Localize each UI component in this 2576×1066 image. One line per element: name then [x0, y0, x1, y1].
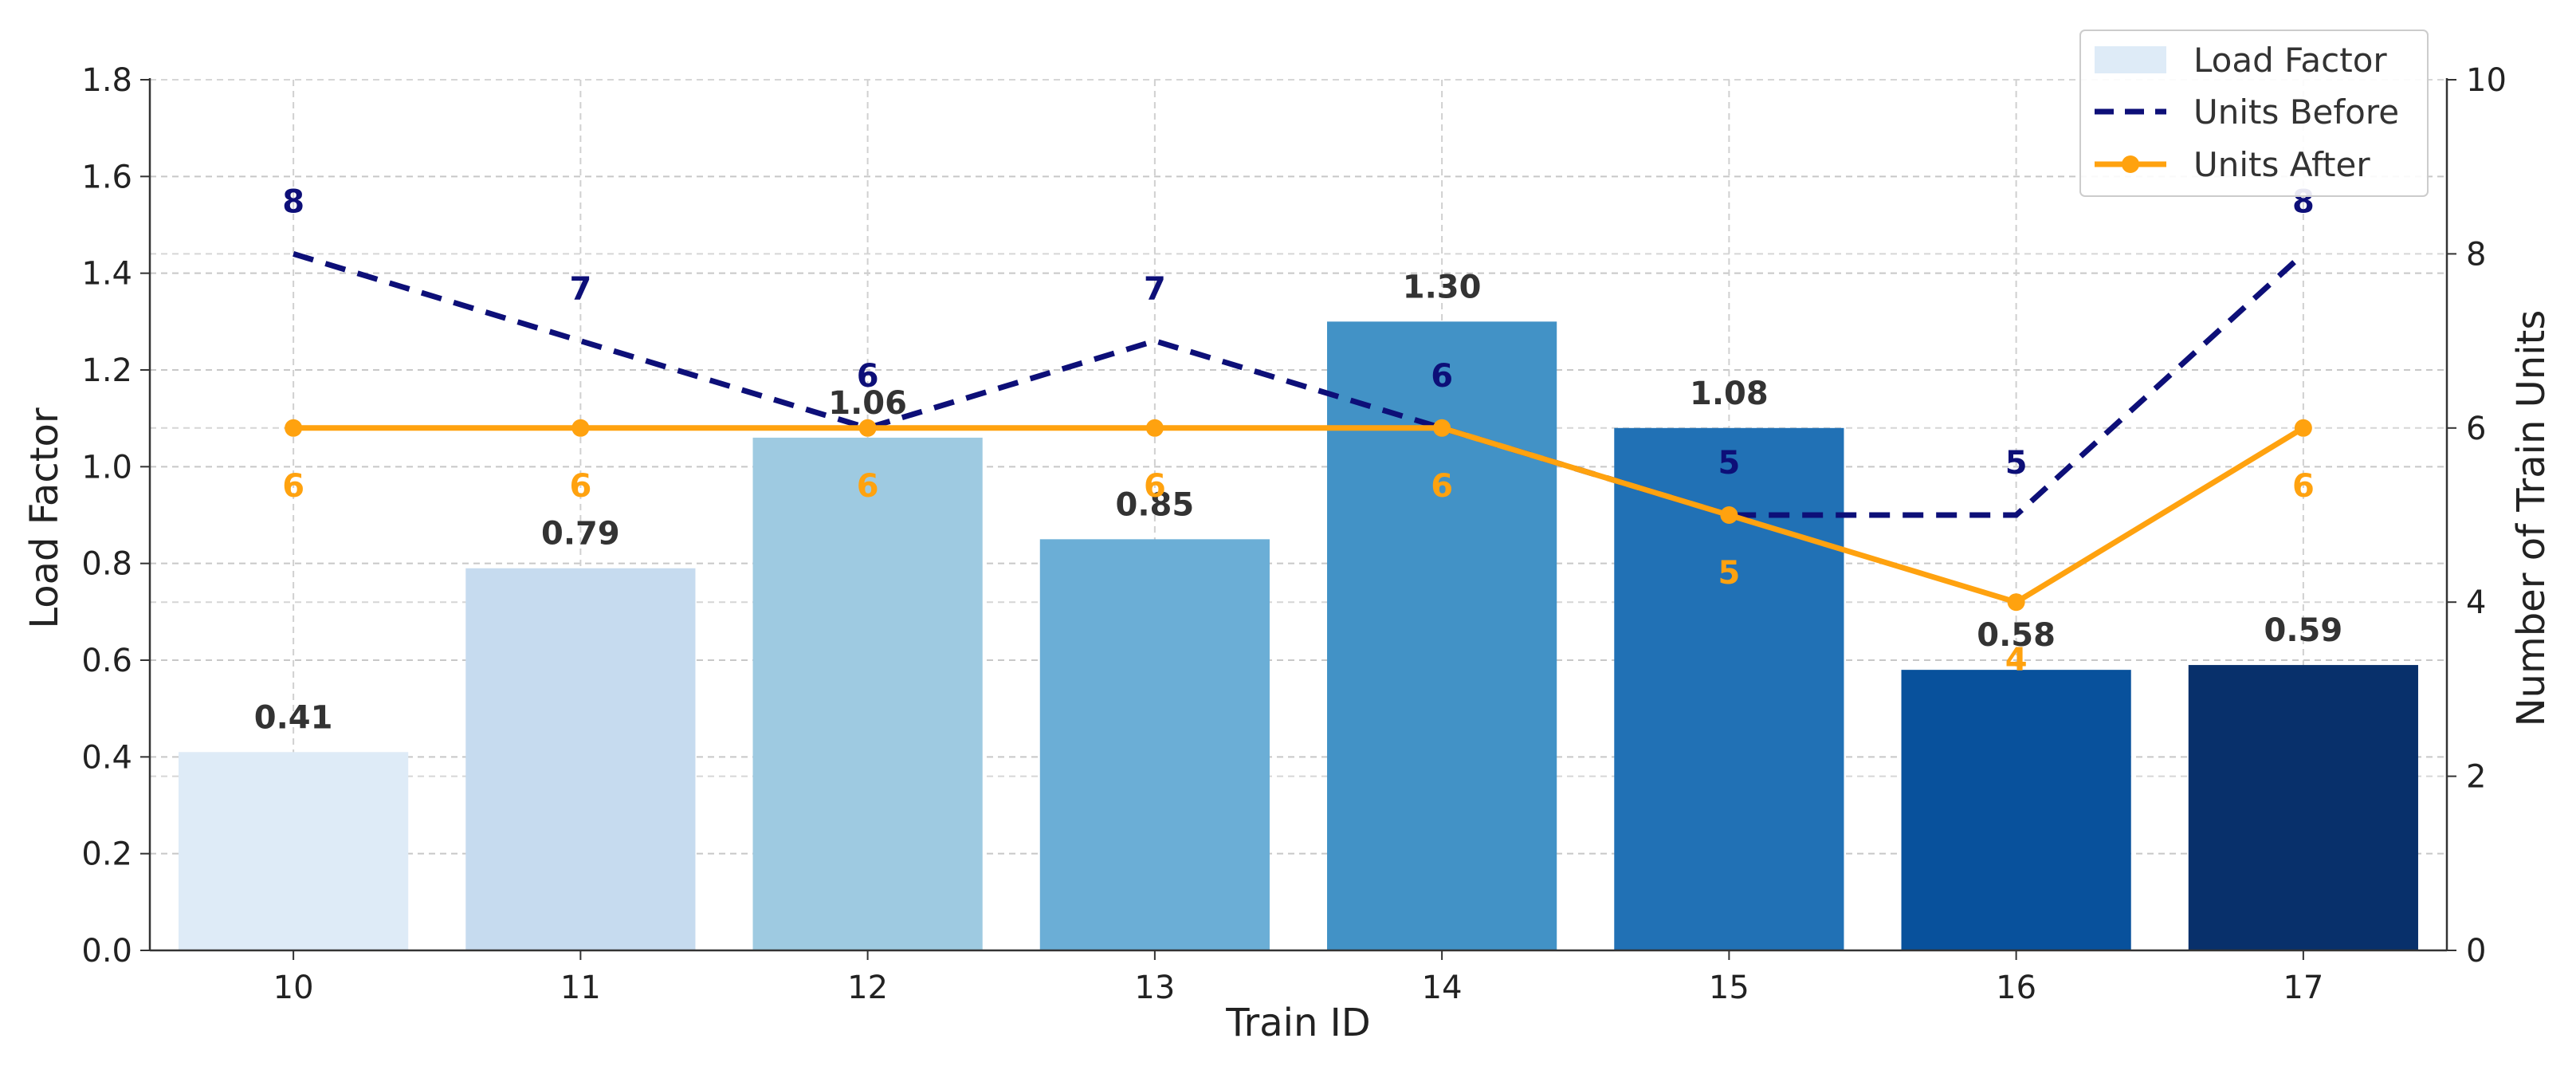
- bar-value-label: 0.58: [1977, 617, 2056, 654]
- x-tick-label: 12: [847, 970, 888, 1006]
- y2-tick-label: 0: [2466, 933, 2486, 970]
- x-axis-label: Train ID: [1225, 1001, 1371, 1045]
- marker-units-after: [858, 419, 877, 437]
- y-tick-label: 1.8: [81, 62, 132, 99]
- bar: [1901, 670, 2131, 950]
- legend-label-load-factor: Load Factor: [2193, 41, 2387, 80]
- units-after-label: 6: [1431, 468, 1453, 505]
- y-tick-label: 0.2: [81, 836, 132, 873]
- units-before-label: 8: [282, 183, 304, 220]
- units-before-label: 5: [2005, 445, 2028, 482]
- legend-label-units-before: Units Before: [2193, 92, 2399, 132]
- lines: [285, 251, 2312, 612]
- marker-units-after: [1433, 419, 1451, 437]
- y-tick-label: 0.8: [81, 546, 132, 583]
- x-tick-label: 10: [273, 970, 314, 1006]
- marker-units-after: [571, 419, 590, 437]
- y2-tick-label: 8: [2466, 236, 2486, 273]
- y2-tick-label: 2: [2466, 759, 2486, 796]
- marker-units-after: [1145, 419, 1164, 437]
- y-tick-label: 1.2: [81, 352, 132, 389]
- legend-box: [2079, 30, 2429, 197]
- axes: 0.0 0.2 0.4 0.6 0.8 1.0 1.2 1.4 1.6 1.8 0 2 4 6 8 10 10 1…: [81, 62, 2507, 1006]
- units-after-label: 6: [2292, 468, 2315, 505]
- x-tick-label: 15: [1709, 970, 1749, 1006]
- bar: [1327, 321, 1557, 950]
- x-tick-label: 11: [560, 970, 601, 1006]
- marker-units-after: [1720, 506, 1738, 524]
- bar: [2188, 665, 2418, 950]
- bar-value-label: 0.41: [254, 699, 333, 736]
- bar-value-label: 1.30: [1403, 269, 1482, 305]
- units-after-label: 6: [569, 468, 591, 505]
- y-tick-label: 0.6: [81, 643, 132, 679]
- line-units-before: [293, 251, 2306, 518]
- y2-tick-label: 6: [2466, 411, 2486, 447]
- y-tick-label: 1.0: [81, 449, 132, 486]
- legend-label-units-after: Units After: [2193, 145, 2370, 184]
- legend: Load Factor Units Before Units After: [2079, 30, 2429, 197]
- y2-tick-label: 4: [2466, 584, 2486, 621]
- bar-value-label: 1.06: [828, 385, 907, 422]
- units-after-label: 5: [1718, 555, 1740, 592]
- line-units-after: [293, 425, 2305, 606]
- y-axis-label: Load Factor: [22, 407, 67, 629]
- units-after-label: 4: [2005, 642, 2028, 679]
- bar-value-label: 0.79: [541, 516, 620, 553]
- x-tick-label: 13: [1134, 970, 1175, 1006]
- units-before-label: 5: [1718, 445, 1740, 482]
- units-after-label: 6: [1144, 468, 1166, 505]
- marker-units-after: [2007, 593, 2025, 612]
- units-after-label: 6: [282, 468, 304, 505]
- y2-tick-label: 10: [2466, 62, 2507, 99]
- y-tick-label: 1.4: [81, 256, 132, 293]
- bar: [465, 568, 696, 950]
- marker-units-after: [2294, 419, 2312, 437]
- y-tick-label: 1.6: [81, 159, 132, 195]
- bar: [179, 752, 409, 950]
- x-tick-label: 17: [2283, 970, 2323, 1006]
- bar-value-label: 0.85: [1116, 486, 1195, 523]
- units-before-label: 7: [1144, 271, 1166, 308]
- legend-marker-units-after: [2122, 155, 2139, 173]
- bar: [752, 437, 983, 950]
- y-tick-label: 0.0: [81, 933, 132, 970]
- y-tick-label: 0.4: [81, 739, 132, 776]
- bars: [179, 321, 2418, 950]
- x-tick-label: 14: [1422, 970, 1463, 1006]
- legend-swatch-load-factor: [2095, 46, 2166, 73]
- bar-value-label: 1.08: [1690, 376, 1769, 412]
- bar: [1039, 539, 1270, 950]
- marker-units-after: [285, 419, 303, 437]
- units-before-label: 7: [569, 271, 591, 308]
- units-before-label: 6: [1431, 358, 1453, 395]
- units-after-label: 6: [857, 468, 879, 505]
- bar-value-label: 0.59: [2264, 612, 2343, 649]
- y2-axis-label: Number of Train Units: [2509, 310, 2554, 727]
- x-tick-label: 16: [1996, 970, 2036, 1006]
- units-before-label: 6: [857, 358, 879, 395]
